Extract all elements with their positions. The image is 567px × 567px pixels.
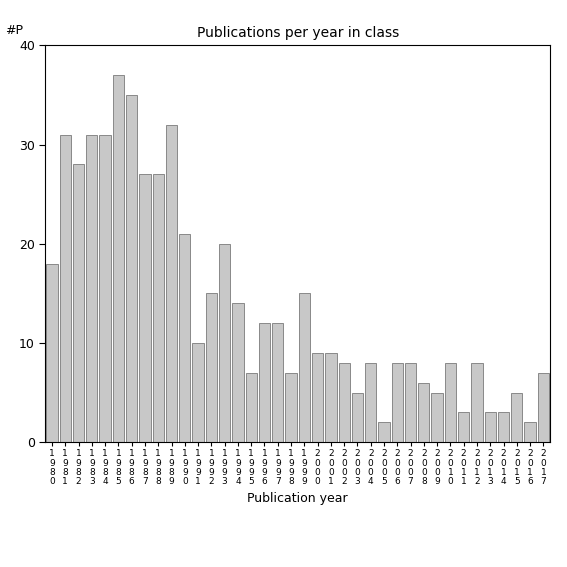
- Bar: [458, 413, 469, 442]
- Bar: [378, 422, 390, 442]
- Bar: [418, 383, 429, 442]
- Bar: [139, 175, 151, 442]
- Bar: [126, 95, 137, 442]
- Bar: [431, 392, 443, 442]
- Bar: [179, 234, 191, 442]
- Bar: [338, 363, 350, 442]
- Bar: [285, 373, 297, 442]
- Bar: [445, 363, 456, 442]
- Bar: [365, 363, 376, 442]
- Bar: [86, 135, 98, 442]
- Bar: [246, 373, 257, 442]
- Bar: [538, 373, 549, 442]
- Bar: [524, 422, 536, 442]
- Text: #P: #P: [5, 24, 23, 37]
- Title: Publications per year in class: Publications per year in class: [197, 26, 399, 40]
- Bar: [485, 413, 496, 442]
- Bar: [299, 294, 310, 442]
- Bar: [232, 303, 244, 442]
- Bar: [99, 135, 111, 442]
- Bar: [471, 363, 483, 442]
- Bar: [46, 264, 58, 442]
- Bar: [73, 164, 84, 442]
- Bar: [405, 363, 416, 442]
- Bar: [113, 75, 124, 442]
- Bar: [511, 392, 522, 442]
- Bar: [312, 353, 323, 442]
- Bar: [153, 175, 164, 442]
- Bar: [219, 244, 230, 442]
- Bar: [259, 323, 270, 442]
- Bar: [166, 125, 177, 442]
- X-axis label: Publication year: Publication year: [247, 492, 348, 505]
- Bar: [272, 323, 284, 442]
- Bar: [498, 413, 509, 442]
- Bar: [352, 392, 363, 442]
- Bar: [192, 343, 204, 442]
- Bar: [60, 135, 71, 442]
- Bar: [206, 294, 217, 442]
- Bar: [325, 353, 337, 442]
- Bar: [392, 363, 403, 442]
